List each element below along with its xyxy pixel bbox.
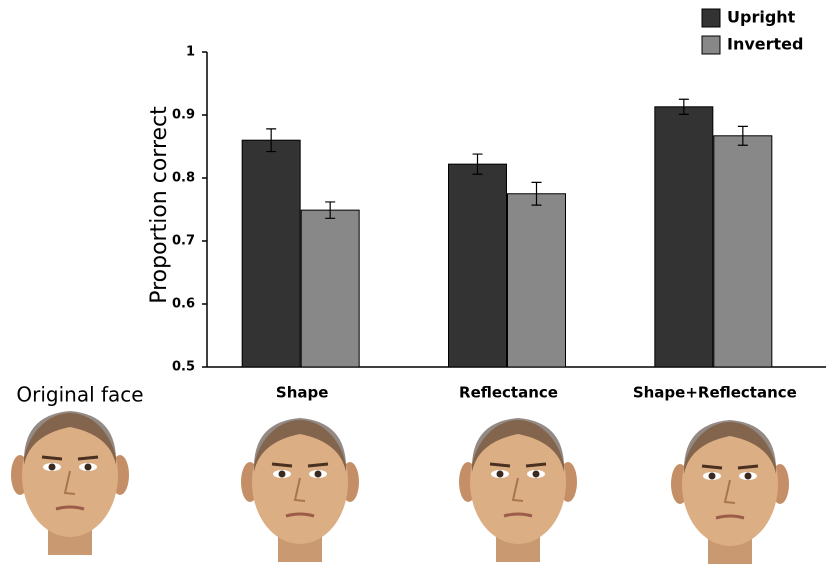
bar [655,107,713,367]
y-axis-label: Proportion correct [147,106,172,304]
y-tick-label: 0.6 [172,297,195,312]
bar [301,210,359,367]
legend-swatch [702,9,720,27]
annotation: Original face [16,383,143,407]
face-image [11,411,129,555]
y-tick-label: 0.9 [172,108,195,123]
face-image [241,418,359,562]
legend-label: Upright [727,8,796,27]
bar [714,136,772,367]
y-tick-label: 0.7 [172,234,195,249]
legend-swatch [702,36,720,54]
x-tick-label: Reflectance [459,384,558,402]
x-tick-label: Shape [276,384,329,402]
x-tick-label: Shape+Reflectance [633,384,797,402]
face-image [671,420,789,564]
y-tick-label: 1 [186,45,195,60]
legend-label: Inverted [727,35,803,54]
bar [242,140,300,367]
chart: Proportion correct Original face 0.5 0.6 0… [0,0,828,568]
bar [449,164,507,367]
y-tick-label: 0.8 [172,171,195,186]
bar [508,194,566,367]
face-image [459,418,577,562]
page: Proportion correct Original face 0.5 0.6 0… [0,0,828,568]
y-tick-label: 0.5 [172,360,195,375]
